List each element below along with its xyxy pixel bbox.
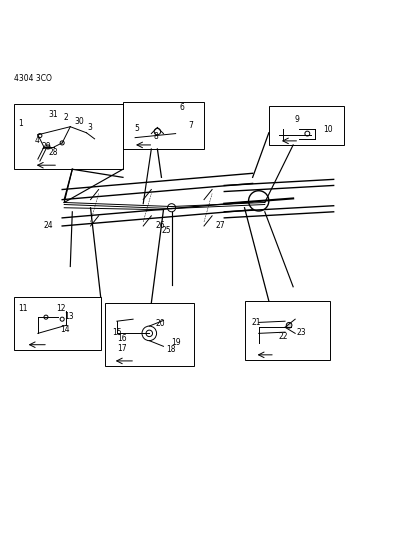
Text: 30: 30 xyxy=(74,117,84,126)
Text: 14: 14 xyxy=(61,325,70,334)
Text: 5: 5 xyxy=(135,124,140,133)
Text: 4: 4 xyxy=(35,135,40,144)
Text: 6: 6 xyxy=(179,103,184,112)
Bar xyxy=(123,102,204,149)
Bar xyxy=(269,107,344,145)
Bar xyxy=(244,301,330,360)
Text: 12: 12 xyxy=(57,304,66,313)
Bar xyxy=(13,104,123,169)
Text: 19: 19 xyxy=(172,338,181,347)
Text: 29: 29 xyxy=(42,142,51,151)
Text: 1: 1 xyxy=(18,119,23,128)
Text: 20: 20 xyxy=(156,319,166,328)
Text: 7: 7 xyxy=(188,121,193,130)
Text: 17: 17 xyxy=(118,344,127,353)
Text: 4304 3CO: 4304 3CO xyxy=(13,74,51,83)
Text: 16: 16 xyxy=(118,334,127,343)
Text: 13: 13 xyxy=(64,312,74,321)
Text: 26: 26 xyxy=(156,221,166,230)
Text: 21: 21 xyxy=(251,318,261,327)
Text: 24: 24 xyxy=(43,222,53,230)
Bar xyxy=(105,303,194,366)
Text: 9: 9 xyxy=(295,115,299,124)
Text: 22: 22 xyxy=(278,332,288,341)
Text: 11: 11 xyxy=(18,304,27,313)
Text: 31: 31 xyxy=(49,110,58,119)
Text: 25: 25 xyxy=(162,227,171,236)
Text: 2: 2 xyxy=(63,113,68,122)
Bar xyxy=(13,297,101,350)
Text: 23: 23 xyxy=(297,328,306,337)
Circle shape xyxy=(286,322,292,328)
Text: 15: 15 xyxy=(112,328,122,337)
Text: 8: 8 xyxy=(154,132,159,141)
Text: 10: 10 xyxy=(323,125,333,134)
Text: 3: 3 xyxy=(87,123,92,132)
Text: 28: 28 xyxy=(49,148,58,157)
Circle shape xyxy=(168,204,175,212)
Text: 27: 27 xyxy=(215,222,225,230)
Text: 18: 18 xyxy=(166,345,175,354)
